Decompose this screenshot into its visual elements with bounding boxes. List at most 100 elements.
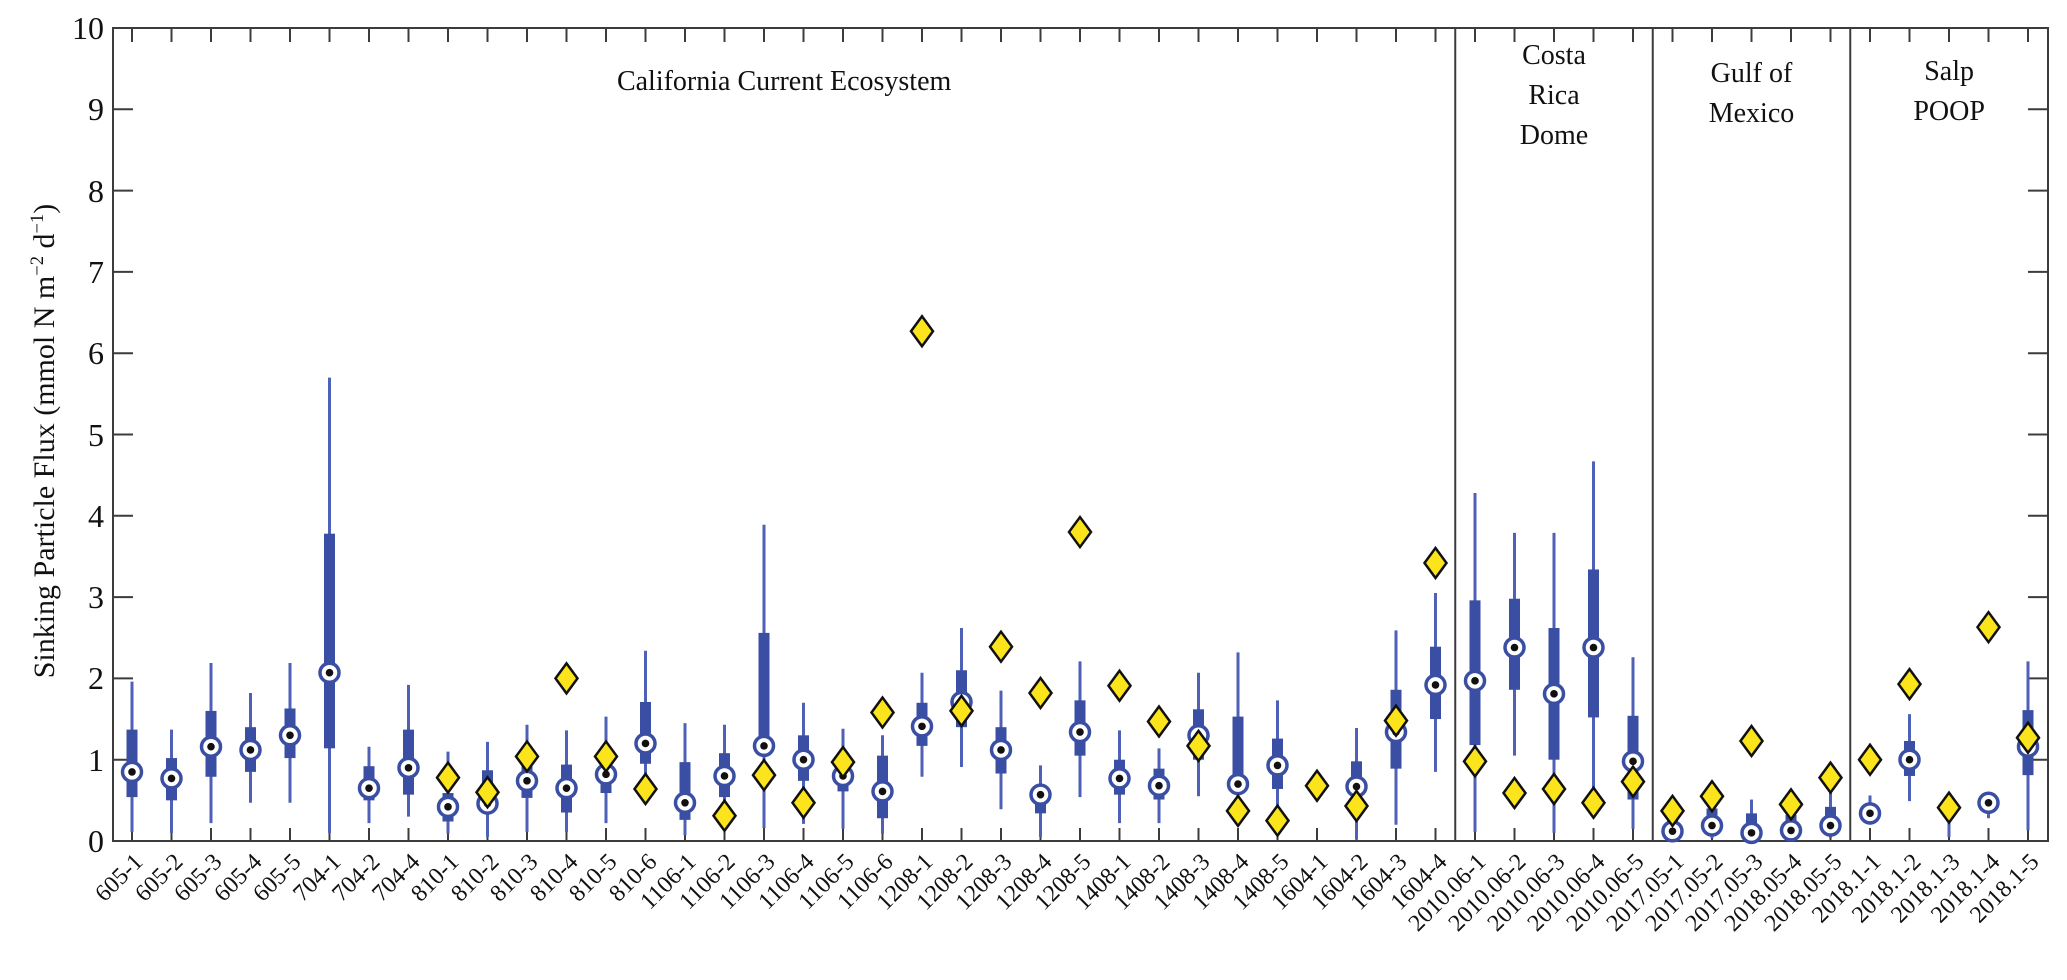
boxplot-1208-3 [988, 629, 1014, 810]
median-dot [1234, 780, 1242, 788]
y-tick-label: 7 [88, 253, 104, 290]
diamond-marker [1304, 768, 1330, 803]
median-dot [1550, 690, 1558, 698]
diamond-marker [1699, 779, 1725, 814]
median-dot [1076, 728, 1084, 736]
region-label-line: Rica [1528, 80, 1580, 111]
boxplot-2010.06-5 [1620, 657, 1646, 829]
boxplot-2010.06-4 [1580, 461, 1607, 820]
diamond-marker [1659, 793, 1686, 829]
boxplot-1408-2 [1146, 704, 1172, 824]
median-dot [325, 668, 334, 677]
boxplot-2010.06-2 [1501, 532, 1528, 811]
region-label-line: Dome [1519, 120, 1589, 151]
boxplot-1408-5 [1264, 700, 1291, 838]
median-dot [997, 746, 1005, 754]
boxplot-1106-3 [751, 524, 777, 828]
median-dot [1826, 821, 1835, 830]
boxplot-810-4 [553, 661, 580, 833]
diamond-marker [1422, 545, 1449, 581]
boxplot-1106-2 [711, 724, 738, 833]
diamond-marker [514, 739, 540, 774]
region-label-line: Mexico [1708, 98, 1795, 129]
boxplot-1208-2 [948, 627, 975, 768]
boxplot-2017.05-3 [1738, 723, 1765, 845]
boxplot-1106-4 [790, 702, 817, 824]
y-tick-label: 6 [88, 335, 104, 372]
diamond-marker [1383, 703, 1409, 738]
y-tick-label: 2 [88, 660, 104, 697]
diamond-marker [751, 758, 777, 793]
boxplot-1408-3 [1185, 672, 1212, 797]
diamond-marker [830, 745, 856, 780]
boxplot-605-3 [199, 662, 223, 824]
boxplot-2018.05-5 [1817, 760, 1844, 838]
boxplot-2018.1-5 [2015, 661, 2041, 831]
diamond-marker [711, 798, 738, 833]
median-dot [1115, 774, 1124, 783]
diamond-marker [1738, 723, 1765, 759]
diamond-marker [593, 739, 619, 774]
boxplot-1604-1 [1304, 768, 1330, 803]
diamond-marker [1185, 728, 1212, 763]
region-label-line: Salp [1924, 56, 1975, 87]
y-tick-label: 1 [88, 741, 104, 778]
median-dot [799, 755, 808, 764]
y-tick-label: 10 [72, 10, 104, 46]
y-tick-label: 5 [88, 416, 104, 453]
median-dot [1471, 677, 1479, 685]
diamond-marker [1936, 790, 1962, 825]
boxplot-1208-4 [1027, 675, 1054, 837]
median-dot [681, 798, 689, 807]
diamond-marker [948, 693, 975, 729]
diamond-marker [1778, 787, 1804, 822]
boxplot-1208-1 [909, 314, 935, 777]
median-dot [1708, 821, 1716, 830]
median-dot [878, 787, 887, 796]
diamond-marker [988, 629, 1014, 664]
median-dot [1431, 681, 1440, 689]
boxplot-2017.05-2 [1699, 779, 1725, 839]
y-tick-label: 3 [88, 579, 104, 616]
diamond-marker [1462, 744, 1488, 779]
median-dot [1787, 826, 1795, 835]
region-label-line: Costa [1522, 40, 1586, 71]
diamond-marker [474, 775, 501, 810]
boxplot-810-5 [593, 716, 619, 824]
boxplot-605-5 [278, 662, 302, 803]
median-dot [286, 731, 294, 740]
boxplot-605-2 [160, 729, 183, 833]
region-label-line: California Current Ecosystem [616, 66, 952, 97]
median-dot [1984, 798, 1993, 807]
diamond-marker [435, 760, 461, 795]
diamond-marker [1146, 704, 1172, 739]
median-dot [1668, 827, 1677, 836]
median-dot [246, 746, 255, 754]
diamond-marker [1343, 788, 1370, 824]
median-dot [444, 803, 452, 811]
boxplot-1106-6 [869, 695, 896, 834]
median-dot [1589, 643, 1598, 652]
median-dot [1155, 781, 1163, 790]
diamond-marker [1857, 742, 1883, 777]
median-dot [1629, 757, 1637, 766]
iqr-box [1232, 716, 1244, 791]
boxplot-704-1 [318, 377, 341, 833]
median-dot [562, 784, 571, 792]
diamond-marker [2015, 720, 2041, 755]
region-label-1: California Current Ecosystem [614, 62, 954, 102]
region-label-line: POOP [1913, 96, 1985, 127]
boxplot-2018.1-3 [1936, 790, 1962, 837]
region-label-4: Salp POOP [1779, 52, 2067, 132]
y-tick-label: 4 [88, 497, 104, 534]
diamond-marker [632, 771, 659, 807]
diamond-marker [1264, 803, 1291, 838]
boxplot-1106-1 [673, 723, 697, 836]
median-dot [1036, 790, 1045, 799]
boxplot-2018.1-1 [1857, 742, 1883, 825]
diamond-marker [1896, 666, 1923, 702]
median-dot [720, 772, 729, 780]
y-axis-label-sup-2: −1 [27, 213, 48, 234]
y-tick-label: 9 [88, 91, 104, 128]
